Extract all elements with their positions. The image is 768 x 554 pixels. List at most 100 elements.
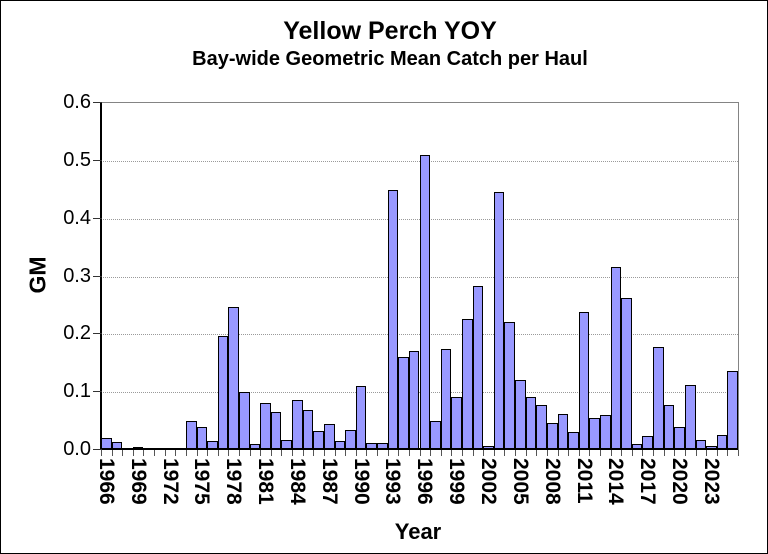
x-tick-mark (292, 450, 294, 456)
bar (377, 443, 388, 450)
x-tick-mark (345, 450, 347, 456)
x-tick-mark (525, 450, 527, 456)
y-tick-label: 0.0 (63, 438, 91, 460)
x-tick-mark (185, 450, 187, 456)
x-tick-label: 2017 (636, 458, 660, 505)
bar (493, 191, 505, 450)
bar (313, 430, 324, 450)
bar (706, 445, 717, 450)
x-tick-label: 1999 (445, 458, 469, 505)
x-tick-mark (653, 450, 655, 456)
x-tick-mark (398, 450, 400, 456)
bar (281, 439, 293, 450)
x-tick-mark (313, 450, 315, 456)
x-axis-title: Year (394, 519, 442, 544)
x-tick-label: 2008 (540, 458, 564, 505)
x-tick-label: 2002 (477, 458, 500, 505)
bar (302, 409, 314, 450)
x-tick-mark (578, 450, 580, 456)
x-tick-mark (589, 450, 591, 456)
y-tick-label: 0.1 (63, 380, 91, 403)
x-tick-mark (154, 450, 156, 456)
x-tick-mark (738, 450, 739, 456)
x-tick-mark (568, 450, 570, 456)
bar (483, 445, 494, 450)
bar (408, 350, 420, 450)
y-tick-mark (93, 275, 102, 277)
x-tick-mark (493, 450, 495, 456)
x-tick-mark (207, 450, 209, 456)
bar (515, 380, 526, 450)
x-tick-label: 1993 (381, 458, 405, 505)
bar (727, 371, 738, 450)
y-tick-label: 0.4 (63, 206, 91, 229)
bar (323, 423, 335, 450)
bar (398, 357, 409, 450)
y-tick-mark (93, 449, 102, 450)
bar (292, 399, 303, 450)
x-tick-mark (387, 450, 389, 456)
bar (546, 422, 558, 450)
x-tick-mark (260, 450, 262, 456)
bar (387, 189, 399, 450)
bar (430, 421, 441, 450)
bar (684, 384, 696, 450)
x-tick-mark (663, 450, 665, 456)
x-tick-label: 1987 (317, 458, 341, 505)
bar (270, 411, 282, 450)
x-tick-mark (408, 450, 410, 456)
x-tick-label: 2005 (508, 458, 532, 505)
bar (578, 311, 590, 450)
bar (621, 298, 632, 450)
y-tick-label: 0.3 (63, 264, 91, 287)
x-tick-mark (323, 450, 325, 456)
x-tick-mark (706, 450, 708, 456)
bar (663, 404, 675, 450)
x-tick-mark (377, 450, 379, 456)
x-tick-mark (196, 450, 198, 456)
bar (185, 420, 197, 450)
x-tick-mark (610, 450, 612, 456)
bar (536, 404, 547, 450)
bar (557, 414, 569, 450)
x-tick-mark (132, 450, 134, 456)
x-tick-mark (727, 450, 729, 456)
bar (472, 285, 484, 450)
bar (217, 336, 229, 450)
bar (525, 397, 537, 450)
plot-area (101, 102, 739, 450)
x-tick-label: 1990 (349, 458, 373, 505)
x-tick-label: 2023 (699, 458, 723, 505)
x-tick-mark (122, 450, 124, 456)
bar (366, 443, 378, 450)
bar (599, 415, 611, 450)
x-tick-mark (440, 450, 442, 456)
y-tick-mark (93, 333, 102, 335)
y-tick-mark (93, 217, 102, 219)
x-tick-label: 1996 (413, 458, 437, 505)
x-tick-label: 1978 (222, 458, 246, 505)
x-tick-mark (695, 450, 697, 456)
bar (111, 442, 123, 450)
bar (631, 443, 643, 450)
x-tick-mark (302, 450, 304, 456)
x-tick-label: 2020 (668, 458, 692, 505)
bar (461, 318, 473, 450)
x-tick-mark (621, 450, 623, 456)
x-tick-label: 1981 (254, 458, 278, 505)
x-tick-mark (175, 450, 177, 456)
y-tick-label: 0.6 (63, 91, 91, 113)
chart-subtitle: Bay-wide Geometric Mean Catch per Haul (192, 48, 588, 70)
bar (695, 439, 707, 450)
bar (642, 436, 654, 450)
bar (207, 441, 218, 450)
x-tick-mark (430, 450, 432, 456)
x-tick-label: 1972 (158, 458, 182, 505)
x-tick-mark (355, 450, 357, 456)
x-tick-mark (631, 450, 633, 456)
bar (610, 266, 622, 450)
x-tick-mark (164, 450, 166, 456)
y-tick-label: 0.2 (63, 322, 91, 345)
y-tick-mark (93, 159, 102, 161)
